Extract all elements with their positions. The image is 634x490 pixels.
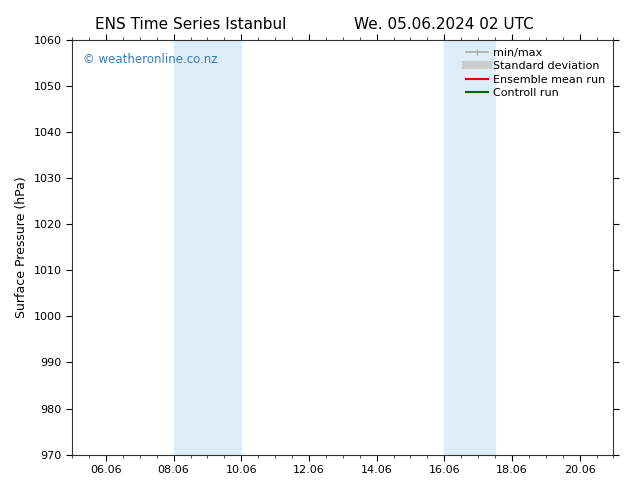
Text: ENS Time Series Istanbul: ENS Time Series Istanbul [94,17,286,32]
Legend: min/max, Standard deviation, Ensemble mean run, Controll run: min/max, Standard deviation, Ensemble me… [461,44,610,102]
Bar [174,40,242,455]
Y-axis label: Surface Pressure (hPa): Surface Pressure (hPa) [15,176,28,318]
Text: © weatheronline.co.nz: © weatheronline.co.nz [83,52,217,66]
Bar [444,40,495,455]
Text: We. 05.06.2024 02 UTC: We. 05.06.2024 02 UTC [354,17,534,32]
